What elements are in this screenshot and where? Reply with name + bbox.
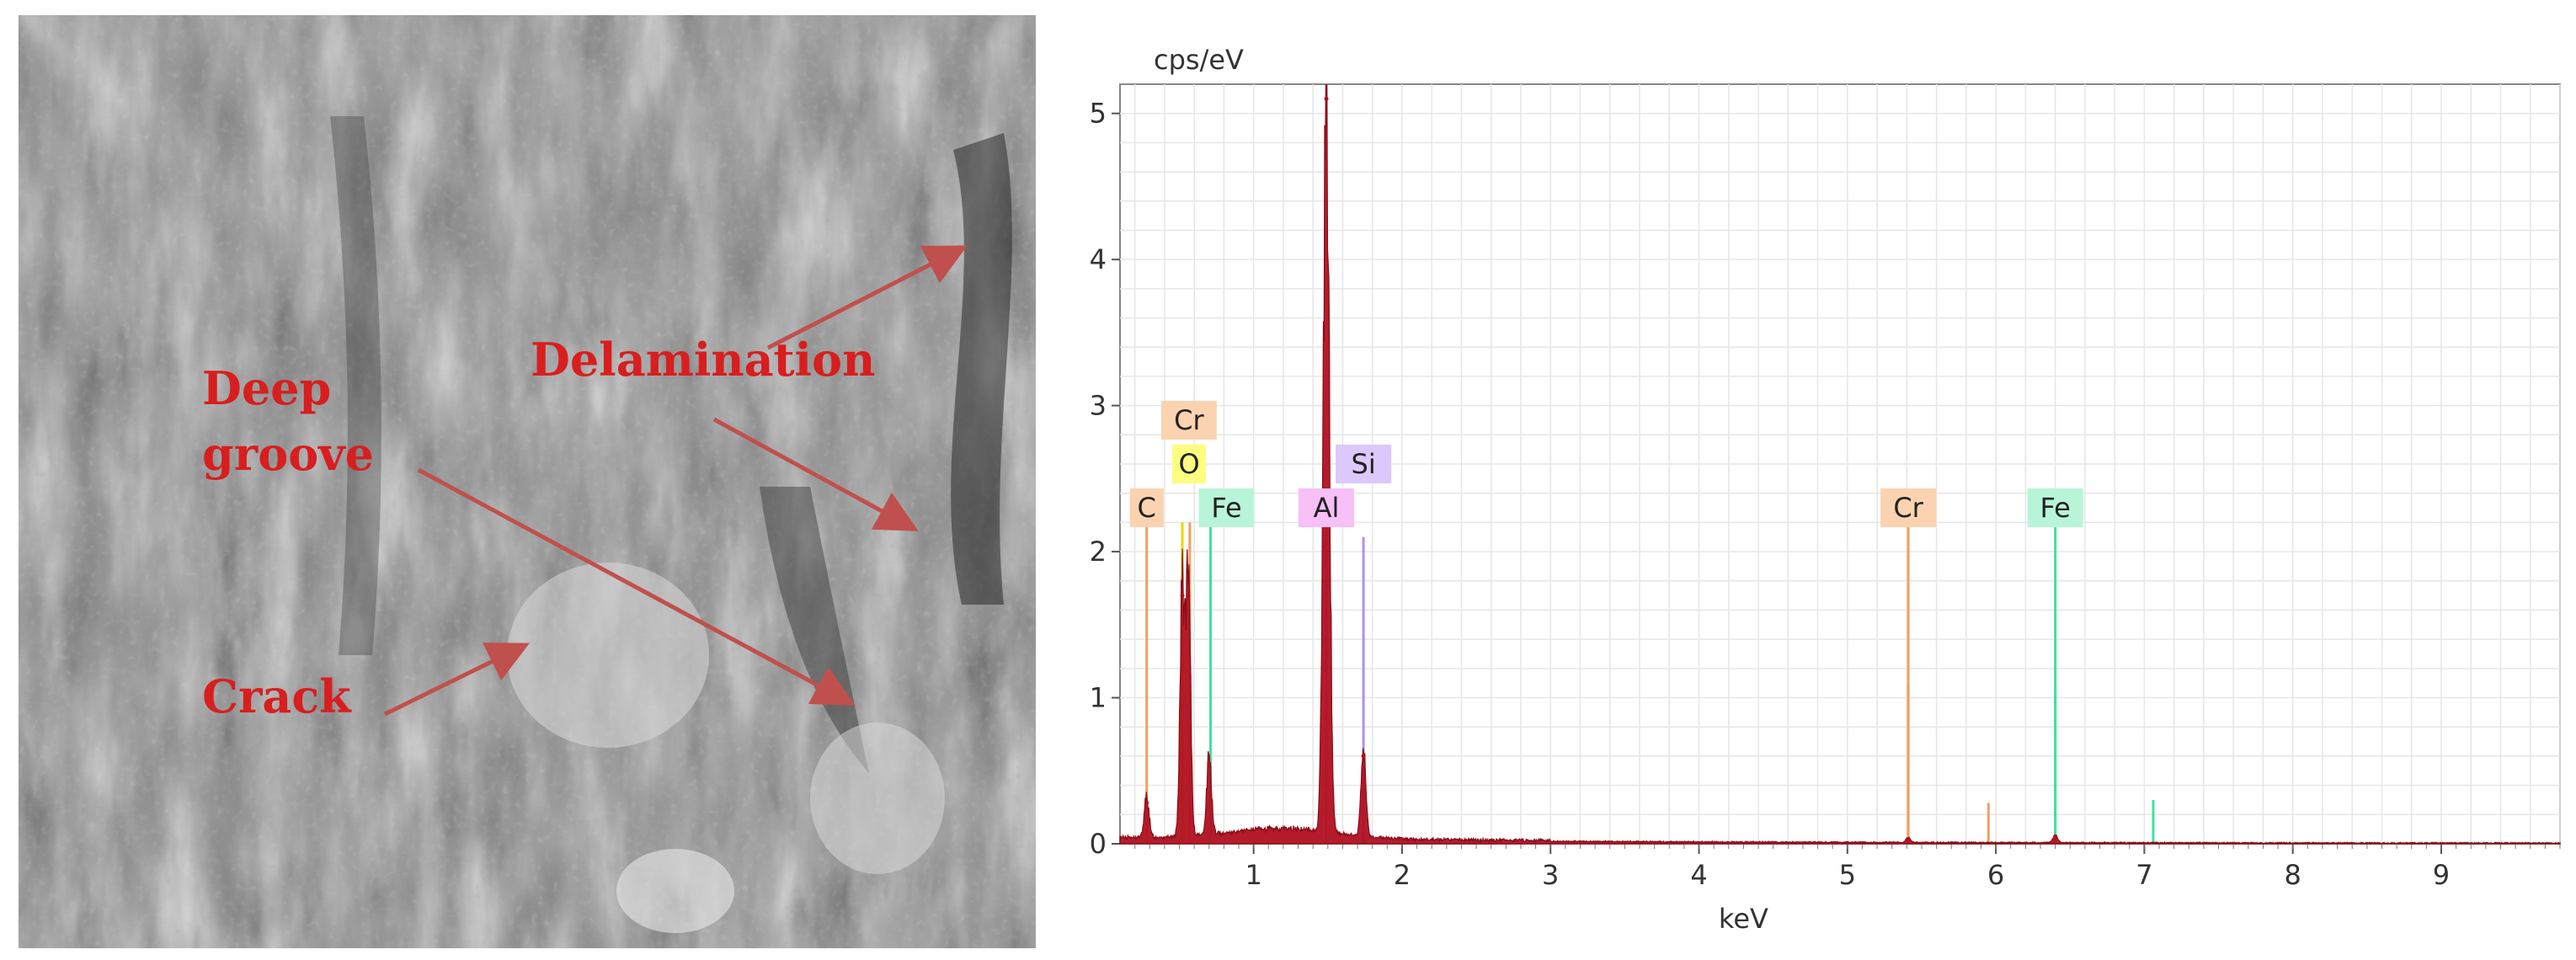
x-tick-label: 8 xyxy=(2285,859,2301,891)
element-label-cr: Cr xyxy=(1174,404,1204,436)
x-tick-label: 7 xyxy=(2136,859,2152,891)
element-label-box xyxy=(1299,488,1355,528)
delamination-arrow-2 xyxy=(712,417,919,531)
x-tick-label: 5 xyxy=(1839,859,1856,891)
groove-arrow xyxy=(417,467,856,706)
element-label-box xyxy=(1160,400,1217,440)
y-tick-label: 0 xyxy=(1090,828,1107,860)
x-tick-label: 4 xyxy=(1690,859,1707,891)
label-crack: Crack xyxy=(202,669,352,723)
spectrum-point xyxy=(1361,754,1366,759)
element-label-o: O xyxy=(1178,448,1199,480)
x-tick-label: 9 xyxy=(2433,859,2450,891)
element-label-box xyxy=(2027,488,2083,528)
spectrum-area xyxy=(1119,83,2561,845)
y-tick-label: 4 xyxy=(1090,243,1107,275)
element-label-box xyxy=(1198,488,1255,528)
x-tick-label: 6 xyxy=(1987,859,2004,891)
spectrum-point xyxy=(1207,761,1212,766)
spectrum-point xyxy=(1906,837,1911,842)
sem-micrograph: Delamination Deep groove Crack xyxy=(19,15,1036,948)
element-label-box xyxy=(1129,488,1164,528)
element-label-fe: Fe xyxy=(2040,492,2070,524)
element-label-box xyxy=(1336,445,1392,483)
element-label-box xyxy=(1880,488,1937,528)
y-tick-label: 3 xyxy=(1090,390,1107,422)
x-axis-label: keV xyxy=(1719,903,1768,935)
element-label-si: Si xyxy=(1352,448,1376,480)
label-delamination: Delamination xyxy=(531,333,875,387)
y-tick-label: 5 xyxy=(1090,98,1107,130)
y-tick-label: 2 xyxy=(1090,536,1107,568)
x-tick-label: 3 xyxy=(1542,859,1559,891)
y-axis-label: cps/eV xyxy=(1154,44,1244,76)
element-label-cr: Cr xyxy=(1893,492,1923,524)
eds-spectrum-chart: 1 2 3 4 5 6 7 8 9 0 1 2 3 4 5 cps/eV keV C O Cr Fe Al Si Cr Fe xyxy=(1078,34,2568,960)
spectrum-point xyxy=(1144,800,1149,805)
element-label-box xyxy=(1172,445,1207,483)
element-label-fe: Fe xyxy=(1211,492,1241,524)
spectrum-point xyxy=(1180,593,1185,598)
element-label-c: C xyxy=(1138,492,1156,524)
x-tick-label: 2 xyxy=(1394,859,1411,891)
spectrum-point xyxy=(2053,834,2058,839)
spectrum-point xyxy=(1186,593,1191,598)
delamination-arrow-1 xyxy=(766,245,968,350)
y-tick-label: 1 xyxy=(1090,682,1107,714)
label-deep: Deep xyxy=(202,361,331,415)
x-tick-label: 1 xyxy=(1245,859,1261,891)
crack-arrow xyxy=(383,643,530,717)
spectrum-point xyxy=(1324,96,1329,101)
label-groove: groove xyxy=(202,427,374,481)
element-label-al: Al xyxy=(1314,492,1340,524)
